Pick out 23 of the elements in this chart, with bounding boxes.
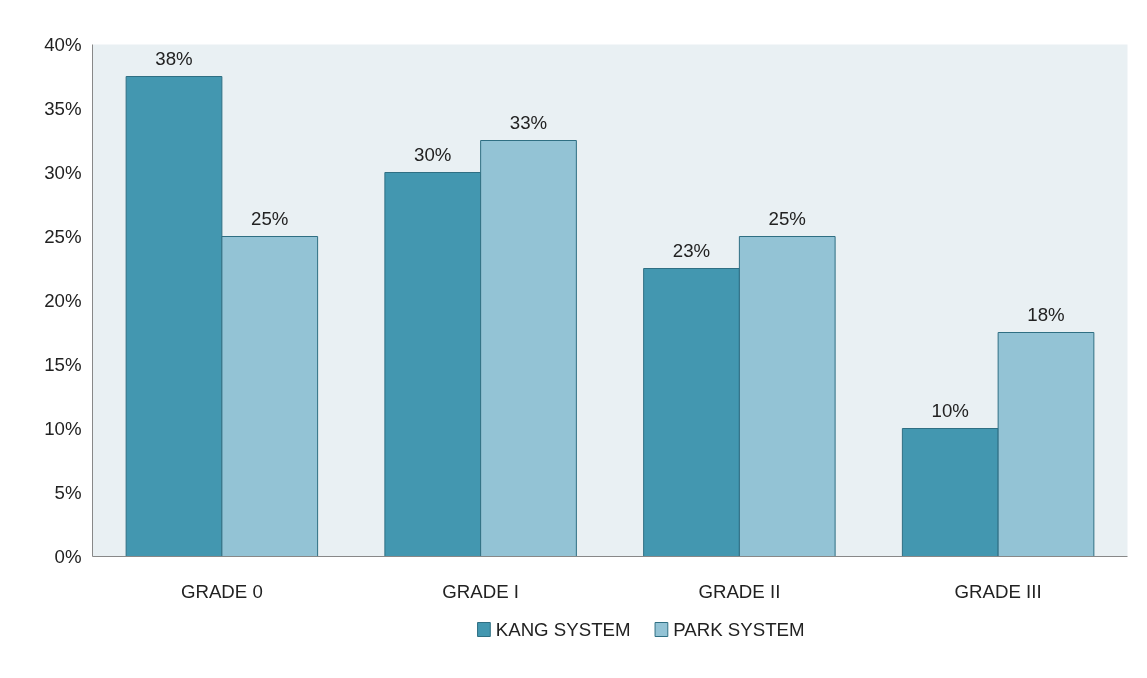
y-tick-label: 0%	[54, 546, 82, 567]
y-tick-label: 35%	[44, 98, 82, 119]
y-tick-label: 25%	[44, 226, 82, 247]
x-tick-label: GRADE II	[698, 580, 781, 602]
legend-label: KANG SYSTEM	[495, 619, 631, 640]
legend-label: PARK SYSTEM	[673, 619, 805, 640]
y-tick-label: 10%	[44, 418, 82, 439]
x-tick-label: GRADE I	[442, 580, 519, 602]
x-tick-label: GRADE 0	[180, 580, 263, 602]
data-label: 25%	[251, 207, 289, 229]
data-label: 33%	[509, 111, 548, 133]
y-tick-label: 15%	[44, 354, 82, 375]
y-tick-label: 30%	[44, 162, 82, 183]
data-label: 10%	[931, 399, 969, 421]
data-label: 25%	[768, 207, 806, 229]
data-label: 38%	[155, 47, 193, 69]
y-tick-label: 20%	[44, 290, 82, 311]
data-label: 18%	[1027, 303, 1065, 325]
data-label: 30%	[414, 143, 452, 165]
y-tick-label: 40%	[44, 34, 82, 55]
x-tick-label: GRADE III	[954, 580, 1042, 602]
y-tick-label: 5%	[54, 482, 82, 503]
data-label: 23%	[672, 239, 711, 261]
